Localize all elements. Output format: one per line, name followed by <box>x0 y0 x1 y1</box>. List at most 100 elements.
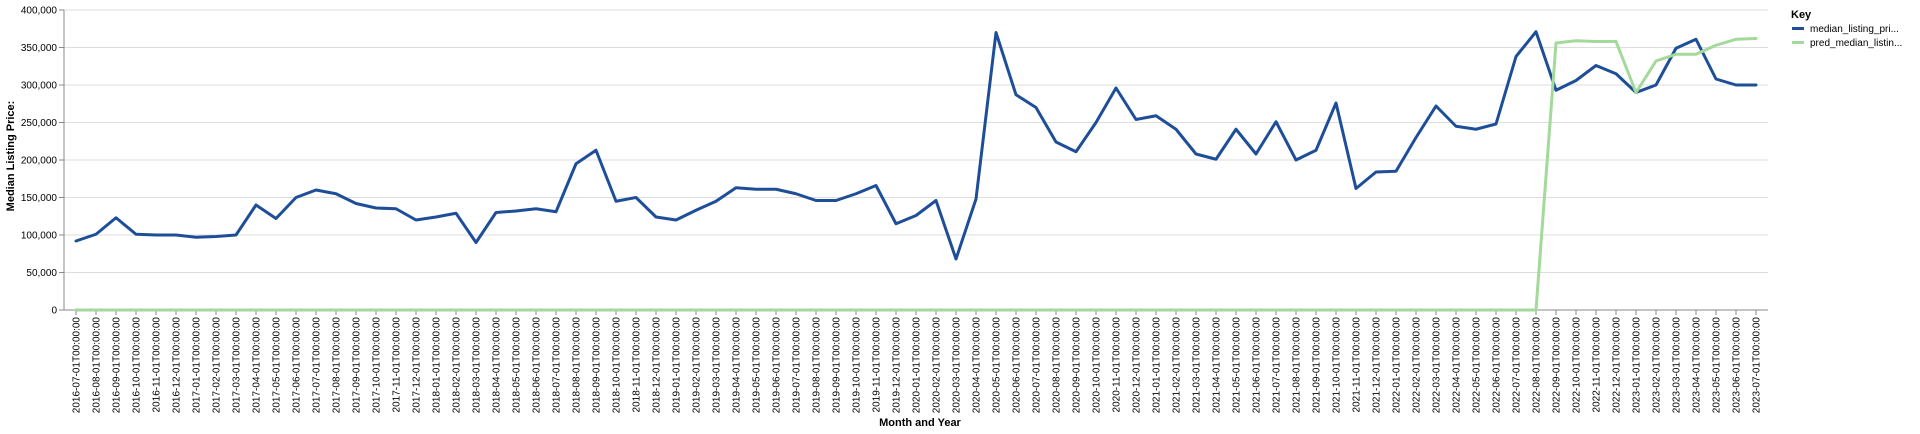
x-tick-label: 2020-06-01T00:00:00 <box>1012 317 1023 414</box>
x-tick-label: 2018-08-01T00:00:00 <box>572 317 583 414</box>
x-tick-label: 2017-12-01T00:00:00 <box>412 317 423 414</box>
x-tick-label: 2022-02-01T00:00:00 <box>1412 317 1423 414</box>
x-tick-label: 2018-07-01T00:00:00 <box>552 317 563 414</box>
x-tick-label: 2021-08-01T00:00:00 <box>1292 317 1303 414</box>
x-tick-label: 2018-11-01T00:00:00 <box>632 317 643 413</box>
x-tick-label: 2020-08-01T00:00:00 <box>1052 317 1063 414</box>
x-tick-label: 2018-02-01T00:00:00 <box>452 317 463 414</box>
x-tick-label: 2022-12-01T00:00:00 <box>1612 317 1623 414</box>
x-tick-label: 2021-05-01T00:00:00 <box>1232 317 1243 414</box>
legend-label: pred_median_listin... <box>1810 38 1902 49</box>
x-tick-label: 2020-04-01T00:00:00 <box>972 317 983 414</box>
x-tick-label: 2023-07-01T00:00:00 <box>1752 317 1763 414</box>
x-tick-label: 2020-03-01T00:00:00 <box>952 317 963 414</box>
y-tick-label: 50,000 <box>26 268 57 279</box>
y-tick-label: 0 <box>51 306 57 317</box>
x-tick-label: 2017-07-01T00:00:00 <box>312 317 323 414</box>
x-tick-label: 2019-05-01T00:00:00 <box>752 317 763 414</box>
x-tick-label: 2022-05-01T00:00:00 <box>1472 317 1483 414</box>
x-tick-label: 2019-06-01T00:00:00 <box>772 317 783 414</box>
x-tick-label: 2020-05-01T00:00:00 <box>992 317 1003 414</box>
legend-title: Key <box>1791 9 1812 21</box>
x-tick-label: 2017-02-01T00:00:00 <box>212 317 223 414</box>
y-tick-label: 350,000 <box>21 43 58 54</box>
x-tick-label: 2020-02-01T00:00:00 <box>932 317 943 414</box>
x-tick-label: 2017-11-01T00:00:00 <box>392 317 403 413</box>
y-tick-label: 250,000 <box>21 118 58 129</box>
x-tick-label: 2021-01-01T00:00:00 <box>1152 317 1163 414</box>
x-tick-label: 2020-12-01T00:00:00 <box>1132 317 1143 414</box>
x-tick-label: 2022-08-01T00:00:00 <box>1532 317 1543 414</box>
x-tick-label: 2021-11-01T00:00:00 <box>1352 317 1363 413</box>
x-tick-label: 2017-08-01T00:00:00 <box>332 317 343 414</box>
x-tick-label: 2019-11-01T00:00:00 <box>872 317 883 413</box>
x-tick-label: 2016-07-01T00:00:00 <box>72 317 83 414</box>
y-tick-label: 400,000 <box>21 6 58 17</box>
x-tick-label: 2020-07-01T00:00:00 <box>1032 317 1043 414</box>
x-tick-label: 2019-12-01T00:00:00 <box>892 317 903 414</box>
x-tick-label: 2017-06-01T00:00:00 <box>292 317 303 414</box>
x-tick-label: 2018-05-01T00:00:00 <box>512 317 523 414</box>
x-tick-label: 2019-08-01T00:00:00 <box>812 317 823 414</box>
x-tick-label: 2022-03-01T00:00:00 <box>1432 317 1443 414</box>
x-tick-label: 2017-03-01T00:00:00 <box>232 317 243 414</box>
x-tick-label: 2022-07-01T00:00:00 <box>1512 317 1523 414</box>
x-axis-ticks: 2016-07-01T00:00:00 2016-08-01T00:00:00 20… <box>72 310 1763 413</box>
x-tick-label: 2017-04-01T00:00:00 <box>252 317 263 414</box>
x-tick-label: 2016-11-01T00:00:00 <box>152 317 163 413</box>
x-tick-label: 2022-01-01T00:00:00 <box>1392 317 1403 414</box>
series-line-1 <box>74 37 1758 312</box>
x-tick-label: 2017-09-01T00:00:00 <box>352 317 363 414</box>
y-tick-label: 150,000 <box>21 193 58 204</box>
x-tick-label: 2023-02-01T00:00:00 <box>1652 317 1663 414</box>
y-tick-label: 100,000 <box>21 231 58 242</box>
x-tick-label: 2016-08-01T00:00:00 <box>92 317 103 414</box>
x-tick-label: 2019-09-01T00:00:00 <box>832 317 843 414</box>
x-tick-label: 2016-09-01T00:00:00 <box>112 317 123 414</box>
x-tick-label: 2022-11-01T00:00:00 <box>1592 317 1603 413</box>
x-tick-label: 2021-03-01T00:00:00 <box>1192 317 1203 414</box>
x-tick-label: 2023-03-01T00:00:00 <box>1672 317 1683 414</box>
x-tick-label: 2022-04-01T00:00:00 <box>1452 317 1463 414</box>
x-tick-label: 2020-01-01T00:00:00 <box>912 317 923 414</box>
x-tick-label: 2017-01-01T00:00:00 <box>192 317 203 414</box>
series-line-0 <box>74 30 1758 261</box>
x-tick-label: 2018-12-01T00:00:00 <box>652 317 663 414</box>
x-tick-label: 2017-05-01T00:00:00 <box>272 317 283 414</box>
y-tick-label: 200,000 <box>21 156 58 167</box>
x-tick-label: 2021-12-01T00:00:00 <box>1372 317 1383 414</box>
x-tick-label: 2021-07-01T00:00:00 <box>1272 317 1283 414</box>
x-tick-label: 2023-01-01T00:00:00 <box>1632 317 1643 414</box>
legend-items: median_listing_pri... pred_median_listin.… <box>1792 24 1902 49</box>
x-tick-label: 2021-10-01T00:00:00 <box>1332 317 1343 414</box>
x-tick-label: 2018-03-01T00:00:00 <box>472 317 483 414</box>
grid-lines <box>64 9 1768 311</box>
x-tick-label: 2018-10-01T00:00:00 <box>612 317 623 414</box>
x-tick-label: 2020-11-01T00:00:00 <box>1112 317 1123 413</box>
x-tick-label: 2018-06-01T00:00:00 <box>532 317 543 414</box>
x-tick-label: 2019-10-01T00:00:00 <box>852 317 863 414</box>
x-tick-label: 2018-04-01T00:00:00 <box>492 317 503 414</box>
x-tick-label: 2023-05-01T00:00:00 <box>1712 317 1723 414</box>
x-tick-label: 2023-04-01T00:00:00 <box>1692 317 1703 414</box>
x-tick-label: 2018-01-01T00:00:00 <box>432 317 443 414</box>
x-tick-label: 2019-03-01T00:00:00 <box>712 317 723 414</box>
y-axis-title: Median Listing Price: <box>5 101 17 212</box>
x-tick-label: 2021-04-01T00:00:00 <box>1212 317 1223 414</box>
legend: Key median_listing_pri... pred_median_lis… <box>1791 9 1902 49</box>
x-tick-label: 2021-06-01T00:00:00 <box>1252 317 1263 414</box>
y-axis-ticks: 0 50,000 100,000 150,000 200,000 250,000 300,0… <box>21 6 64 317</box>
x-tick-label: 2023-06-01T00:00:00 <box>1732 317 1743 414</box>
x-tick-label: 2020-09-01T00:00:00 <box>1072 317 1083 414</box>
x-tick-label: 2016-12-01T00:00:00 <box>172 317 183 414</box>
x-tick-label: 2022-06-01T00:00:00 <box>1492 317 1503 414</box>
x-axis-title: Month and Year <box>879 417 961 429</box>
legend-label: median_listing_pri... <box>1810 24 1899 35</box>
x-tick-label: 2018-09-01T00:00:00 <box>592 317 603 414</box>
x-tick-label: 2019-07-01T00:00:00 <box>792 317 803 414</box>
x-tick-label: 2016-10-01T00:00:00 <box>132 317 143 414</box>
x-tick-label: 2019-02-01T00:00:00 <box>692 317 703 414</box>
x-tick-label: 2022-09-01T00:00:00 <box>1552 317 1563 414</box>
y-tick-label: 300,000 <box>21 81 58 92</box>
